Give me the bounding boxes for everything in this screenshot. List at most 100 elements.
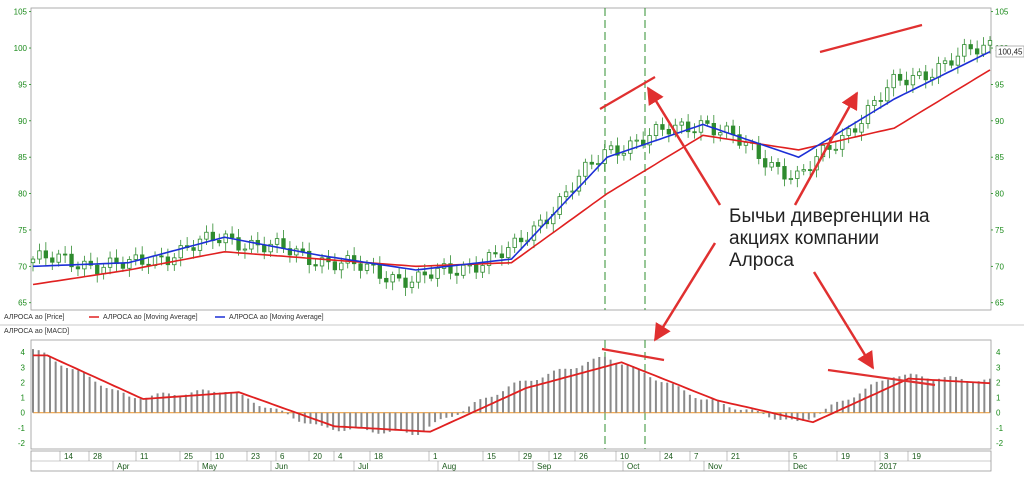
day-label: 19 <box>912 452 921 461</box>
legend-price: АЛРОСА ао [Price] <box>4 314 65 321</box>
day-label: 11 <box>140 452 149 461</box>
candle-body <box>332 261 338 271</box>
candle-body <box>878 100 883 102</box>
candle-body <box>891 73 896 89</box>
candle-body <box>178 245 183 259</box>
candle-body <box>904 79 909 86</box>
candle-body <box>499 253 505 259</box>
date-axis-labels: 14 28 11 25 10 23 6 20 4 18 1 15 29 12 26 10 24 7 21 5 19 3 19… <box>59 451 921 471</box>
candle-body <box>974 48 980 55</box>
candle-body <box>313 264 318 267</box>
macd-tick-right: 1 <box>996 394 1001 403</box>
price-tick-right: 105 <box>995 8 1009 17</box>
month-label: Sep <box>537 462 552 471</box>
macd-tick-right: 3 <box>996 363 1001 372</box>
candle-body <box>62 253 68 256</box>
candle-body <box>236 237 241 251</box>
candle-body <box>512 237 517 248</box>
macd-bars <box>32 349 991 435</box>
candle-body <box>319 257 325 267</box>
price-tick-left: 105 <box>14 8 28 17</box>
candle-body <box>454 272 460 276</box>
candle-body <box>37 250 42 260</box>
candle-body <box>583 161 588 177</box>
day-label: 29 <box>523 452 532 461</box>
price-tick-left: 65 <box>18 299 27 308</box>
day-label: 26 <box>579 452 588 461</box>
candle-body <box>377 264 382 279</box>
trend-lines <box>599 23 936 387</box>
candle-body <box>698 120 704 133</box>
candle-body <box>127 259 132 269</box>
candle-body <box>666 128 672 135</box>
candle-body <box>43 250 49 259</box>
candle-body <box>281 238 286 249</box>
candle-body <box>801 169 806 172</box>
candle-body <box>763 158 768 168</box>
candle-body <box>962 44 967 57</box>
annotation-line-2: акциях компании <box>729 228 879 249</box>
macd-tick-left: 3 <box>21 363 26 372</box>
day-label: 3 <box>884 452 889 461</box>
day-label: 12 <box>553 452 562 461</box>
candle-body <box>576 175 582 192</box>
price-tick-right: 65 <box>995 299 1004 308</box>
candle-body <box>923 71 928 81</box>
candle-body <box>653 124 659 136</box>
day-label: 14 <box>64 452 73 461</box>
candle-body <box>384 277 389 283</box>
arrow-to-december-price-high <box>793 91 859 206</box>
candle-body <box>692 131 697 134</box>
candle-body <box>274 238 280 245</box>
candle-body <box>30 258 36 264</box>
price-tick-left: 85 <box>18 153 27 162</box>
day-label: 25 <box>184 452 193 461</box>
price-tick-right: 75 <box>995 226 1004 235</box>
price-tick-left: 90 <box>18 117 27 126</box>
moving-average-red-line <box>32 69 991 286</box>
candle-body <box>88 260 93 266</box>
candle-body <box>718 132 723 136</box>
day-label: 18 <box>374 452 383 461</box>
candle-body <box>872 100 877 106</box>
candle-body <box>429 274 434 279</box>
day-label: 15 <box>487 452 496 461</box>
month-label: Oct <box>627 462 640 471</box>
candle-body <box>897 73 903 81</box>
candle-body <box>339 262 344 271</box>
candle-body <box>448 263 453 274</box>
month-label: 2017 <box>879 462 897 471</box>
candle-body <box>987 40 993 46</box>
annotation-line-1: Бычьи дивергенции на <box>729 206 930 227</box>
price-tick-left: 95 <box>18 80 27 89</box>
macd-tick-left: 0 <box>21 409 26 418</box>
candle-body <box>493 252 498 255</box>
arrow-to-december-macd <box>812 271 875 370</box>
candle-body <box>506 247 511 259</box>
day-label: 10 <box>620 452 629 461</box>
candle-body <box>396 274 402 279</box>
candle-body <box>416 271 421 283</box>
annotation-line-3: Алроса <box>729 250 794 271</box>
candle-body <box>705 120 710 124</box>
candle-body <box>942 60 948 64</box>
candle-body <box>538 219 543 227</box>
price-tick-right: 85 <box>995 153 1004 162</box>
candle-body <box>936 63 941 78</box>
price-tick-left: 70 <box>18 262 27 271</box>
macd-tick-left: 2 <box>21 378 26 387</box>
macd-tick-right: -2 <box>996 439 1004 448</box>
arrow-to-october-price-peak <box>646 86 722 206</box>
month-label: Jun <box>275 462 288 471</box>
day-label: 5 <box>793 452 798 461</box>
arrow-to-october-macd <box>653 242 717 342</box>
price-tick-left: 75 <box>18 226 27 235</box>
candle-body <box>910 75 916 86</box>
price-tick-left: 80 <box>18 190 27 199</box>
candle-body <box>461 264 466 276</box>
day-label: 20 <box>313 452 322 461</box>
day-label: 23 <box>251 452 260 461</box>
candle-body <box>840 135 845 150</box>
price-tick-right: 70 <box>995 262 1004 271</box>
